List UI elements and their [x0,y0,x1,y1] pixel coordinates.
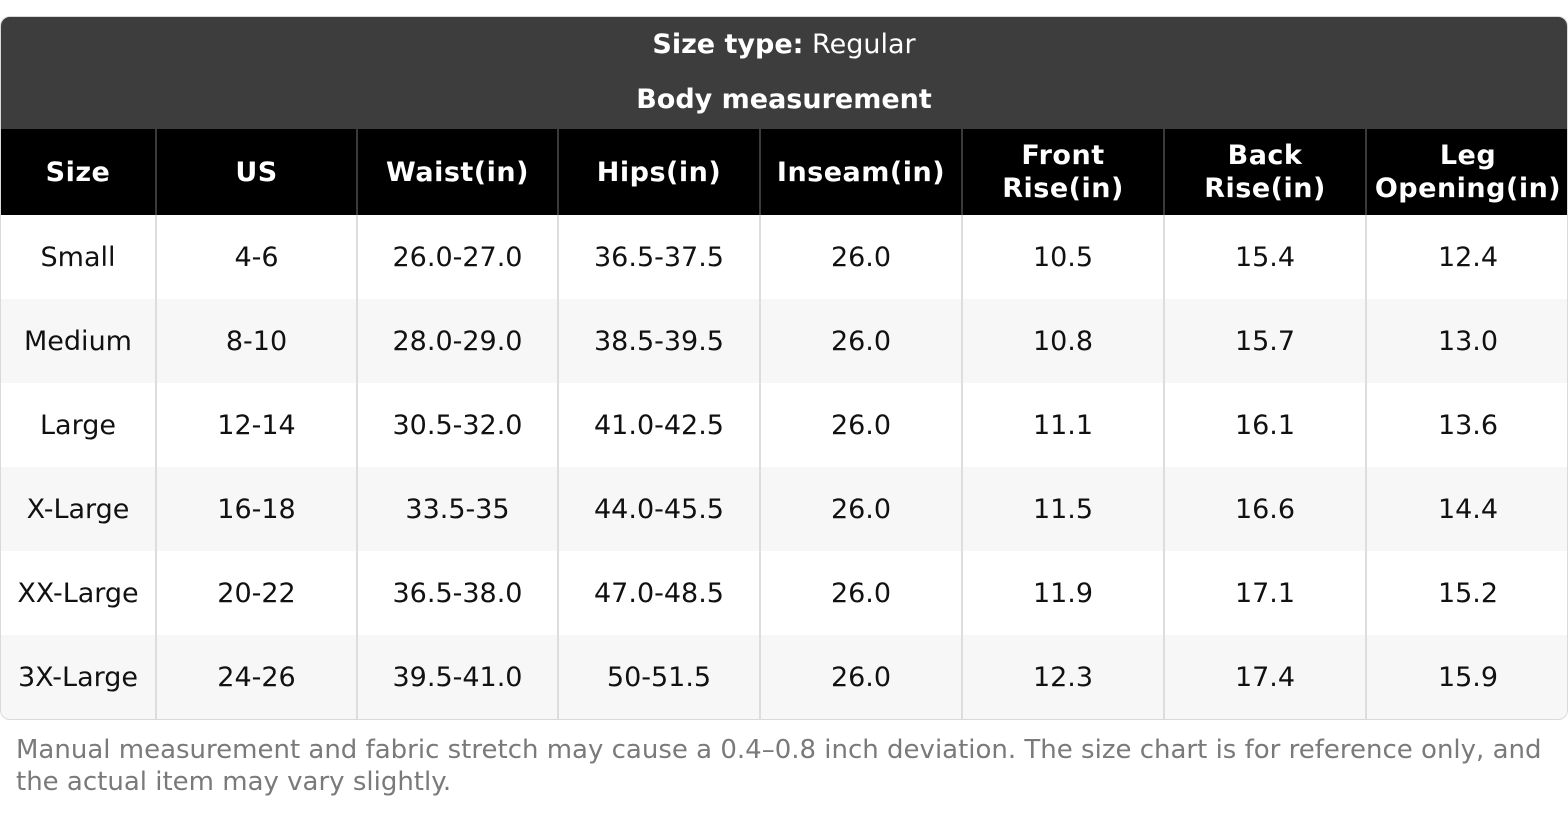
table-cell: 41.0-42.5 [558,383,761,467]
table-cell: 47.0-48.5 [558,551,761,635]
table-cell: 15.2 [1366,551,1567,635]
table-cell: 20-22 [156,551,358,635]
table-cell: 38.5-39.5 [558,299,761,383]
table-cell: 16.6 [1164,467,1367,551]
table-cell: 26.0 [760,215,963,299]
table-cell: 11.9 [962,551,1165,635]
size-name-cell: Small [1,215,157,299]
table-cell: 8-10 [156,299,358,383]
column-header: Hips(in) [558,129,761,215]
column-header-label: Opening(in) [1374,173,1562,204]
table-cell: 17.4 [1164,635,1367,719]
table-cell: 39.5-41.0 [357,635,559,719]
table-cell: 16.1 [1164,383,1367,467]
footnote: Manual measurement and fabric stretch ma… [16,735,1542,797]
size-type-value: Regular [812,29,916,60]
column-header: Waist(in) [357,129,559,215]
table-body: Small 4-6 26.0-27.0 36.5-37.5 26.0 10.5 15.4 12… [1,215,1567,719]
table-cell: 15.9 [1366,635,1567,719]
table-cell: 15.7 [1164,299,1367,383]
table-cell: 11.1 [962,383,1165,467]
column-header-label: Back [1227,140,1303,171]
column-header: Size [1,129,157,215]
size-name-cell: 3X-Large [1,635,157,719]
table-cell: 26.0 [760,467,963,551]
table-cell: 13.0 [1366,299,1567,383]
table-cell: 12.3 [962,635,1165,719]
column-header-label: Front [1021,140,1105,171]
column-header-label: Inseam(in) [776,156,946,188]
table-cell: 30.5-32.0 [357,383,559,467]
table-cell: 16-18 [156,467,358,551]
size-table: Size US Waist(in) Hips(in) Inseam(in) Front Ri… [1,129,1567,719]
table-row: XX-Large 20-22 36.5-38.0 47.0-48.5 26.0 11.9 1… [1,551,1567,635]
table-cell: 26.0 [760,299,963,383]
column-header: US [156,129,358,215]
table-cell: 36.5-38.0 [357,551,559,635]
size-name-cell: Large [1,383,157,467]
column-header-label: Hips(in) [596,156,722,188]
column-header-label: Size [45,156,111,188]
table-cell: 44.0-45.5 [558,467,761,551]
table-cell: 13.6 [1366,383,1567,467]
table-cell: 24-26 [156,635,358,719]
column-header: Back Rise(in) [1164,129,1367,215]
size-name-cell: XX-Large [1,551,157,635]
table-cell: 28.0-29.0 [357,299,559,383]
table-cell: 17.1 [1164,551,1367,635]
table-row: 3X-Large 24-26 39.5-41.0 50-51.5 26.0 12.3 17.… [1,635,1567,719]
table-cell: 12-14 [156,383,358,467]
table-header-row: Size US Waist(in) Hips(in) Inseam(in) Front Ri… [1,129,1567,215]
table-cell: 50-51.5 [558,635,761,719]
table-cell: 26.0 [760,635,963,719]
size-chart-card: Size type: Regular Body measurement Size… [0,16,1568,720]
table-cell: 14.4 [1366,467,1567,551]
table-cell: 33.5-35 [357,467,559,551]
column-header-label: Rise(in) [1204,173,1326,204]
table-cell: 4-6 [156,215,358,299]
table-row: Medium 8-10 28.0-29.0 38.5-39.5 26.0 10.8 15.7… [1,299,1567,383]
column-header-label: US [235,156,278,188]
column-header-label: Rise(in) [1002,173,1124,204]
size-name-cell: Medium [1,299,157,383]
body-measurement-title: Body measurement [636,84,932,115]
size-type-line: Size type: Regular [1,17,1567,62]
table-row: Large 12-14 30.5-32.0 41.0-42.5 26.0 11.1 16.1… [1,383,1567,467]
size-chart-banner: Size type: Regular Body measurement [1,17,1567,129]
table-cell: 10.5 [962,215,1165,299]
table-cell: 26.0 [760,551,963,635]
table-cell: 26.0 [760,383,963,467]
table-row: Small 4-6 26.0-27.0 36.5-37.5 26.0 10.5 15.4 12… [1,215,1567,299]
column-header: Leg Opening(in) [1366,129,1567,215]
column-header-label: Waist(in) [386,156,529,188]
table-cell: 36.5-37.5 [558,215,761,299]
table-cell: 11.5 [962,467,1165,551]
column-header: Front Rise(in) [962,129,1165,215]
table-cell: 10.8 [962,299,1165,383]
table-cell: 26.0-27.0 [357,215,559,299]
table-cell: 12.4 [1366,215,1567,299]
size-name-cell: X-Large [1,467,157,551]
column-header-label: Leg [1439,140,1497,171]
table-row: X-Large 16-18 33.5-35 44.0-45.5 26.0 11.5 16.6… [1,467,1567,551]
table-cell: 15.4 [1164,215,1367,299]
size-type-label: Size type: [652,29,804,60]
column-header: Inseam(in) [760,129,963,215]
